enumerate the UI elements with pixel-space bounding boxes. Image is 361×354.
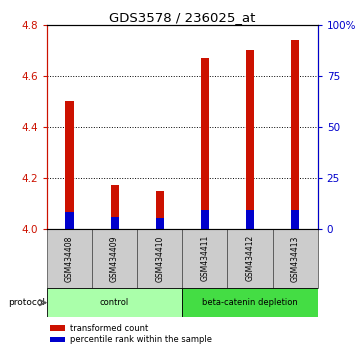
Text: protocol: protocol xyxy=(8,298,45,307)
Bar xyxy=(246,210,254,229)
Bar xyxy=(291,210,299,229)
Bar xyxy=(201,58,209,229)
Text: GSM434409: GSM434409 xyxy=(110,235,119,281)
Text: GSM434412: GSM434412 xyxy=(245,235,255,281)
Bar xyxy=(137,229,182,288)
Bar xyxy=(182,229,227,288)
Bar xyxy=(65,212,74,229)
Text: transformed count: transformed count xyxy=(70,324,148,332)
Bar xyxy=(201,210,209,229)
Text: GSM434410: GSM434410 xyxy=(155,235,164,281)
Bar xyxy=(182,288,318,318)
Bar xyxy=(65,101,74,229)
Bar xyxy=(47,288,182,318)
Bar xyxy=(47,229,92,288)
Text: GSM434408: GSM434408 xyxy=(65,235,74,281)
Text: control: control xyxy=(100,298,129,307)
Bar xyxy=(291,40,299,229)
Bar xyxy=(110,185,119,229)
Text: percentile rank within the sample: percentile rank within the sample xyxy=(70,335,212,344)
Bar xyxy=(50,337,65,342)
Bar xyxy=(156,218,164,229)
Bar xyxy=(156,190,164,229)
Text: GSM434411: GSM434411 xyxy=(200,235,209,281)
Bar xyxy=(92,229,137,288)
Text: GSM434413: GSM434413 xyxy=(291,235,300,281)
Bar xyxy=(246,50,254,229)
Bar xyxy=(110,217,119,229)
Title: GDS3578 / 236025_at: GDS3578 / 236025_at xyxy=(109,11,256,24)
Bar xyxy=(50,325,65,331)
Bar xyxy=(273,229,318,288)
Bar xyxy=(227,229,273,288)
Text: beta-catenin depletion: beta-catenin depletion xyxy=(202,298,298,307)
